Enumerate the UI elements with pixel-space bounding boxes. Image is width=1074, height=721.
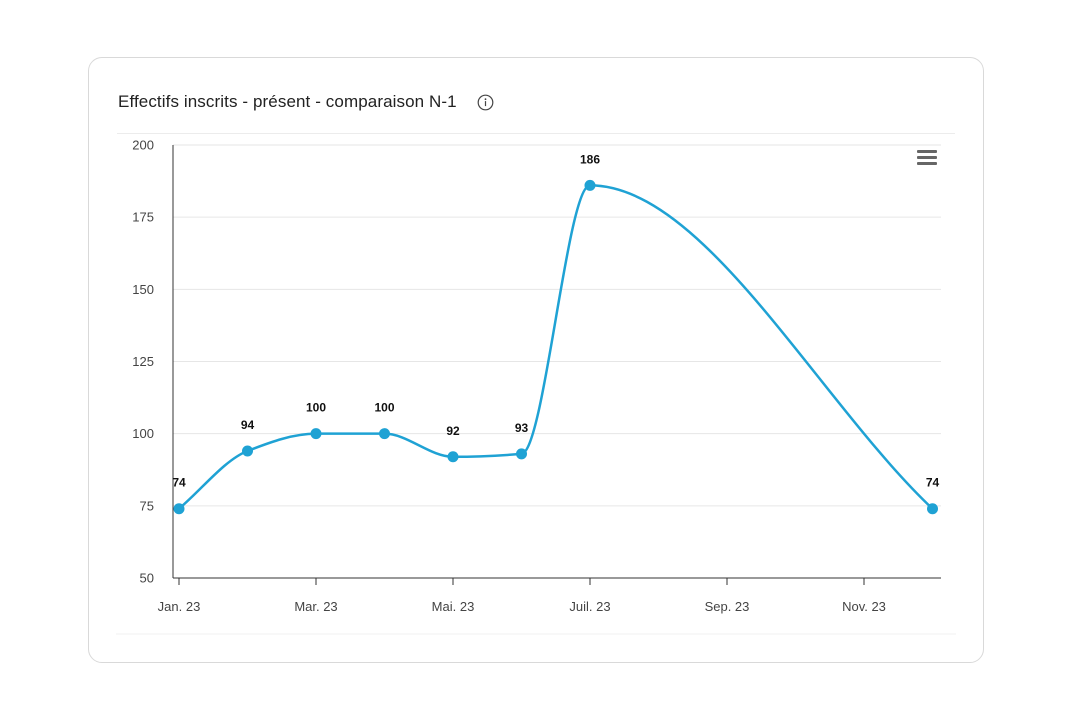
y-tick-label: 150 (132, 282, 154, 297)
y-tick-label: 100 (132, 426, 154, 441)
y-tick-label: 175 (132, 210, 154, 225)
chart-card: Effectifs inscrits - présent - comparais… (88, 57, 984, 663)
data-label: 93 (515, 421, 529, 435)
y-tick-label: 50 (140, 571, 154, 586)
data-point (242, 445, 253, 457)
x-tick-label: Jan. 23 (158, 599, 201, 614)
data-point (310, 428, 322, 440)
data-labels: 74 94 100 100 92 93 186 74 (172, 152, 939, 489)
x-tick-label: Mar. 23 (294, 599, 337, 614)
data-point (173, 503, 185, 515)
data-label: 94 (241, 418, 255, 432)
chart-axes: 50 75 100 125 150 175 200 Jan. 23 Mar. 23 Mai. 23… (132, 138, 941, 614)
series-line-layer (173, 179, 938, 515)
data-label: 100 (306, 401, 326, 415)
card-header: Effectifs inscrits - présent - comparais… (118, 92, 495, 112)
x-tick-label: Sep. 23 (705, 599, 750, 614)
data-point (927, 503, 938, 515)
y-tick-label: 125 (132, 354, 154, 369)
card-title: Effectifs inscrits - présent - comparais… (118, 92, 457, 111)
data-label: 74 (926, 476, 940, 490)
data-label: 100 (374, 401, 394, 415)
data-label: 92 (446, 424, 460, 438)
data-point (516, 448, 527, 460)
header-divider (117, 133, 955, 134)
y-tick-label: 200 (132, 138, 154, 153)
chart-menu-icon[interactable] (917, 150, 937, 165)
info-icon[interactable] (477, 93, 495, 111)
data-point (379, 428, 390, 440)
data-point (584, 179, 596, 191)
y-tick-label: 75 (140, 498, 154, 513)
data-label: 186 (580, 152, 600, 166)
x-tick-label: Nov. 23 (842, 599, 886, 614)
series-line (178, 184, 934, 510)
x-tick-label: Juil. 23 (569, 599, 610, 614)
grid-lines (173, 144, 941, 507)
data-point (447, 451, 459, 463)
data-label: 74 (172, 476, 186, 490)
x-tick-label: Mai. 23 (432, 599, 475, 614)
